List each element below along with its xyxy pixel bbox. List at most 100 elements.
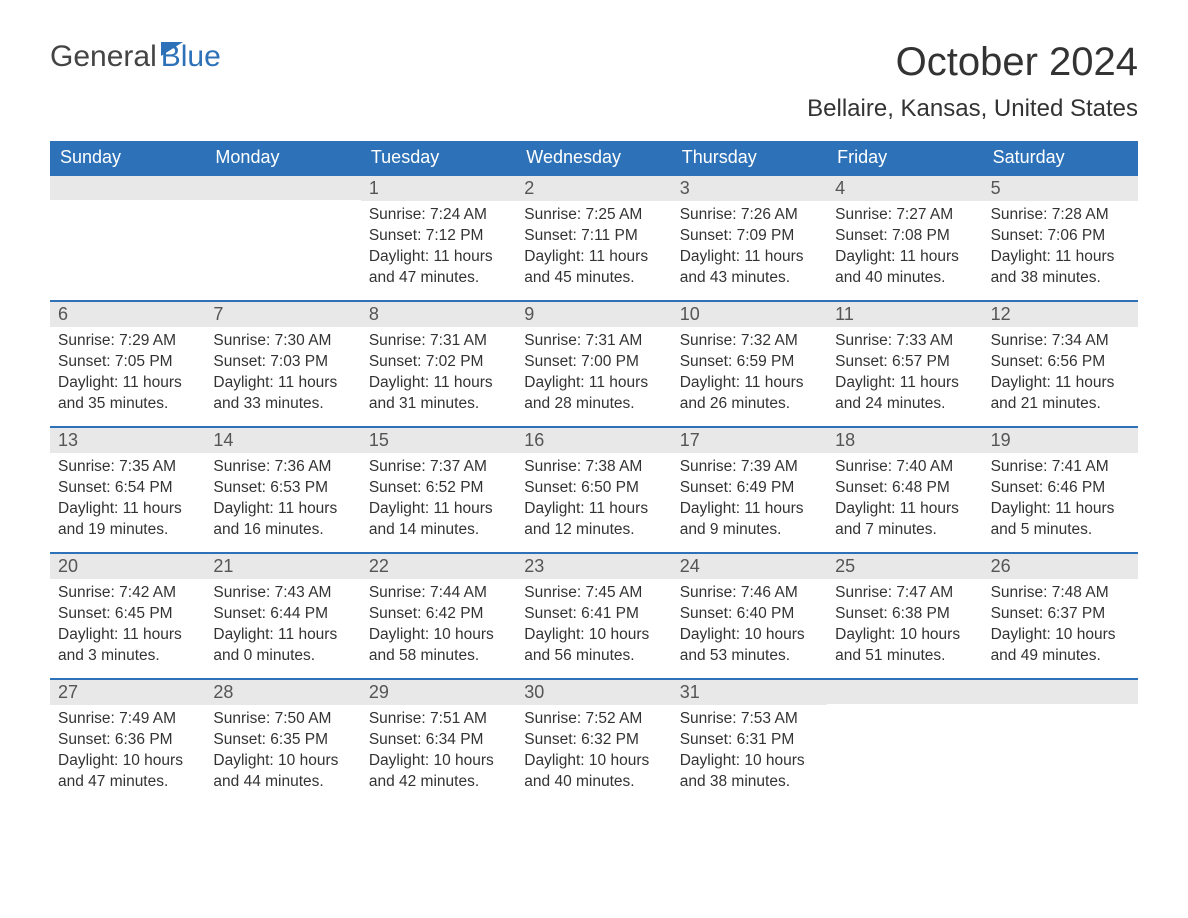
day-number <box>50 176 205 200</box>
daylight-label: Daylight: <box>680 752 745 769</box>
sunrise-value: 7:37 AM <box>430 458 487 475</box>
daylight: Daylight: 11 hours and 12 minutes. <box>524 499 663 541</box>
sunrise-value: 7:36 AM <box>275 458 332 475</box>
sunset-label: Sunset: <box>213 731 270 748</box>
daylight: Daylight: 11 hours and 35 minutes. <box>58 373 197 415</box>
day-number: 1 <box>361 176 516 201</box>
sunset-label: Sunset: <box>58 605 115 622</box>
sunset-value: 7:03 PM <box>270 353 328 370</box>
sunset-label: Sunset: <box>680 353 737 370</box>
sunset-value: 6:38 PM <box>892 605 950 622</box>
day-number: 3 <box>672 176 827 201</box>
sunset-label: Sunset: <box>680 479 737 496</box>
sun-info: Sunrise: 7:53 AMSunset: 6:31 PMDaylight:… <box>672 705 827 793</box>
sun-info: Sunrise: 7:52 AMSunset: 6:32 PMDaylight:… <box>516 705 671 793</box>
sunset: Sunset: 6:48 PM <box>835 478 974 499</box>
calendar-cell: 4Sunrise: 7:27 AMSunset: 7:08 PMDaylight… <box>827 174 982 300</box>
daylight-label: Daylight: <box>991 374 1056 391</box>
sunset-label: Sunset: <box>58 479 115 496</box>
day-number: 30 <box>516 680 671 705</box>
sunrise-label: Sunrise: <box>369 458 430 475</box>
sunrise: Sunrise: 7:50 AM <box>213 709 352 730</box>
sunrise-value: 7:31 AM <box>585 332 642 349</box>
sunrise-value: 7:44 AM <box>430 584 487 601</box>
sunset-label: Sunset: <box>524 605 581 622</box>
sunset: Sunset: 7:03 PM <box>213 352 352 373</box>
sun-info: Sunrise: 7:34 AMSunset: 6:56 PMDaylight:… <box>983 327 1138 415</box>
sunset: Sunset: 6:45 PM <box>58 604 197 625</box>
sunrise-label: Sunrise: <box>524 332 585 349</box>
sunset-value: 6:49 PM <box>737 479 795 496</box>
sunset-label: Sunset: <box>991 479 1048 496</box>
calendar-cell: 13Sunrise: 7:35 AMSunset: 6:54 PMDayligh… <box>50 426 205 552</box>
daylight: Daylight: 11 hours and 43 minutes. <box>680 247 819 289</box>
location: Bellaire, Kansas, United States <box>807 95 1138 123</box>
sunset-label: Sunset: <box>835 227 892 244</box>
daylight: Daylight: 11 hours and 7 minutes. <box>835 499 974 541</box>
daylight-label: Daylight: <box>835 374 900 391</box>
daylight-label: Daylight: <box>58 500 123 517</box>
sun-info: Sunrise: 7:41 AMSunset: 6:46 PMDaylight:… <box>983 453 1138 541</box>
day-number <box>983 680 1138 704</box>
sunrise-label: Sunrise: <box>680 710 741 727</box>
daylight: Daylight: 10 hours and 40 minutes. <box>524 751 663 793</box>
sunset: Sunset: 6:42 PM <box>369 604 508 625</box>
day-number: 25 <box>827 554 982 579</box>
sunrise: Sunrise: 7:51 AM <box>369 709 508 730</box>
sunrise: Sunrise: 7:33 AM <box>835 331 974 352</box>
sunset-value: 6:57 PM <box>892 353 950 370</box>
sunrise-label: Sunrise: <box>524 458 585 475</box>
sunset-label: Sunset: <box>991 605 1048 622</box>
sunset-value: 6:37 PM <box>1047 605 1105 622</box>
daylight-label: Daylight: <box>524 752 589 769</box>
sun-info: Sunrise: 7:37 AMSunset: 6:52 PMDaylight:… <box>361 453 516 541</box>
day-number: 12 <box>983 302 1138 327</box>
sunrise-value: 7:32 AM <box>741 332 798 349</box>
sunset-label: Sunset: <box>369 605 426 622</box>
daylight: Daylight: 10 hours and 44 minutes. <box>213 751 352 793</box>
sunset-value: 7:11 PM <box>581 227 638 244</box>
calendar-grid: SundayMondayTuesdayWednesdayThursdayFrid… <box>50 141 1138 804</box>
sunset-value: 7:08 PM <box>892 227 950 244</box>
dayhead: Thursday <box>672 141 827 174</box>
sun-info: Sunrise: 7:33 AMSunset: 6:57 PMDaylight:… <box>827 327 982 415</box>
sunrise: Sunrise: 7:26 AM <box>680 205 819 226</box>
sun-info: Sunrise: 7:31 AMSunset: 7:02 PMDaylight:… <box>361 327 516 415</box>
dayhead: Tuesday <box>361 141 516 174</box>
daylight: Daylight: 10 hours and 58 minutes. <box>369 625 508 667</box>
sunrise-label: Sunrise: <box>369 584 430 601</box>
sunset-label: Sunset: <box>213 479 270 496</box>
calendar-cell: 7Sunrise: 7:30 AMSunset: 7:03 PMDaylight… <box>205 300 360 426</box>
sunrise-label: Sunrise: <box>213 710 274 727</box>
sunrise-label: Sunrise: <box>991 458 1052 475</box>
sunset: Sunset: 6:32 PM <box>524 730 663 751</box>
sunset: Sunset: 6:56 PM <box>991 352 1130 373</box>
sunrise: Sunrise: 7:45 AM <box>524 583 663 604</box>
day-number: 23 <box>516 554 671 579</box>
day-number: 20 <box>50 554 205 579</box>
sunrise-value: 7:27 AM <box>896 206 953 223</box>
sun-info: Sunrise: 7:48 AMSunset: 6:37 PMDaylight:… <box>983 579 1138 667</box>
sunset-label: Sunset: <box>524 731 581 748</box>
sunset: Sunset: 6:54 PM <box>58 478 197 499</box>
calendar-cell: 18Sunrise: 7:40 AMSunset: 6:48 PMDayligh… <box>827 426 982 552</box>
dayhead: Friday <box>827 141 982 174</box>
sun-info: Sunrise: 7:44 AM Sunset: 6:42 PMDaylight:… <box>361 579 516 667</box>
sunrise-label: Sunrise: <box>524 206 585 223</box>
sun-info: Sunrise: 7:28 AMSunset: 7:06 PMDaylight:… <box>983 201 1138 289</box>
calendar-cell: 31Sunrise: 7:53 AMSunset: 6:31 PMDayligh… <box>672 678 827 804</box>
sun-info: Sunrise: 7:43 AMSunset: 6:44 PMDaylight:… <box>205 579 360 667</box>
daylight: Daylight: 11 hours and 26 minutes. <box>680 373 819 415</box>
daylight: Daylight: 11 hours and 21 minutes. <box>991 373 1130 415</box>
daylight-label: Daylight: <box>369 626 434 643</box>
day-number: 29 <box>361 680 516 705</box>
day-number: 7 <box>205 302 360 327</box>
sunset-label: Sunset: <box>369 479 426 496</box>
sunset-value: 6:59 PM <box>737 353 795 370</box>
sunset: Sunset: 7:12 PM <box>369 226 508 247</box>
calendar-cell: 25Sunrise: 7:47 AMSunset: 6:38 PMDayligh… <box>827 552 982 678</box>
sunset-value: 6:48 PM <box>892 479 950 496</box>
sunrise: Sunrise: 7:47 AM <box>835 583 974 604</box>
sun-info: Sunrise: 7:45 AMSunset: 6:41 PMDaylight:… <box>516 579 671 667</box>
daylight-label: Daylight: <box>213 374 278 391</box>
